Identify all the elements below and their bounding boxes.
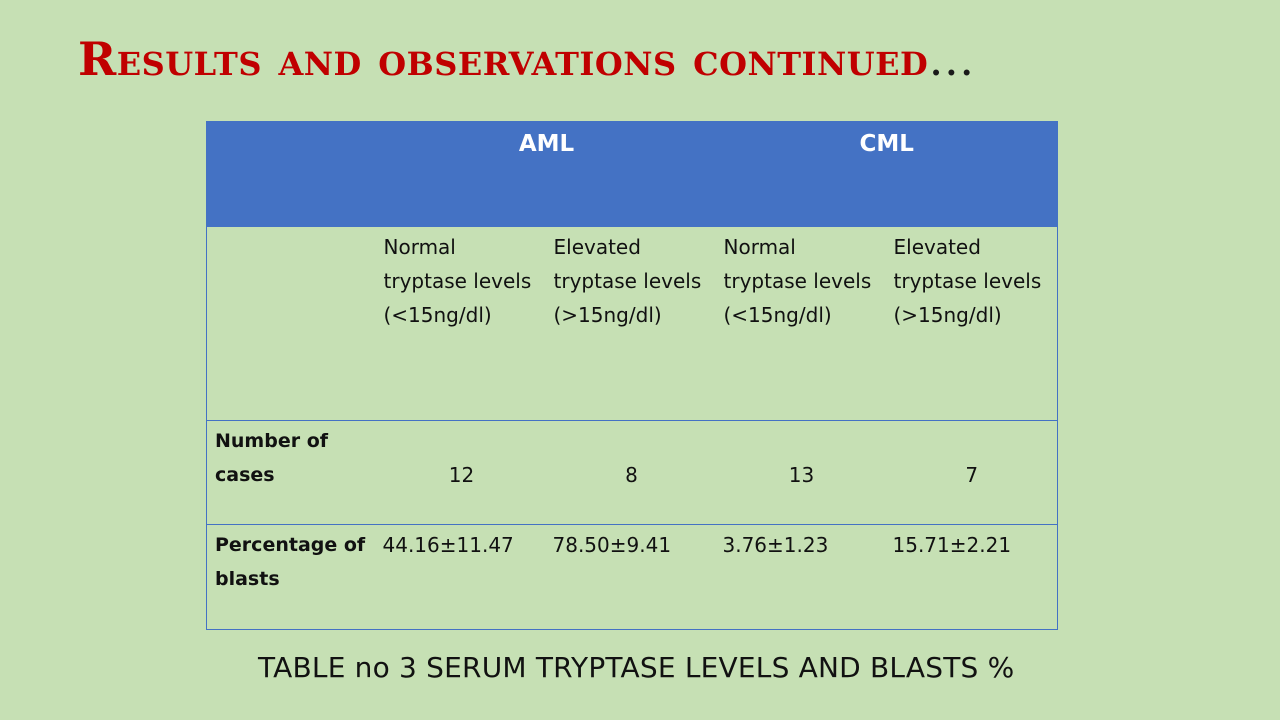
table-header-row: AML CML (206, 121, 1058, 226)
slide-title-ellipsis: … (928, 32, 975, 86)
cell-cases-cml-normal: 13 (716, 419, 887, 524)
header-cml: CML (859, 131, 914, 157)
subheader-corner-cell (206, 225, 377, 420)
tryptase-table: AML CML Normal tryptase levels (<15ng/dl… (206, 121, 1058, 630)
slide-title: Results and observations continued… (78, 28, 1238, 90)
cell-cases-aml-elevated: 8 (546, 419, 717, 524)
cell-blasts-aml-elevated: 78.50±9.41 (546, 523, 717, 629)
subheader-cml-normal: Normal tryptase levels (<15ng/dl) (716, 225, 887, 420)
cell-blasts-cml-elevated: 15.71±2.21 (886, 523, 1058, 629)
slide-title-text: Results and observations continued (78, 32, 929, 86)
table-row: Number of cases 12 8 13 7 (206, 419, 1058, 524)
cell-blasts-aml-normal: 44.16±11.47 (376, 523, 547, 629)
table-caption: TABLE no 3 SERUM TRYPTASE LEVELS AND BLA… (258, 651, 1015, 684)
subheader-aml-elevated: Elevated tryptase levels (>15ng/dl) (546, 225, 717, 420)
row-label-percentage-of-blasts: Percentage of blasts (206, 523, 377, 629)
header-corner-cell (207, 121, 377, 226)
cell-cases-cml-elevated: 7 (886, 419, 1058, 524)
table-row: Percentage of blasts 44.16±11.47 78.50±9… (206, 523, 1058, 629)
row-label-number-of-cases: Number of cases (206, 419, 377, 524)
header-aml: AML (518, 131, 575, 157)
subheader-cml-elevated: Elevated tryptase levels (>15ng/dl) (886, 225, 1058, 420)
cell-blasts-cml-normal: 3.76±1.23 (716, 523, 887, 629)
table-subheader-row: Normal tryptase levels (<15ng/dl) Elevat… (206, 225, 1058, 420)
cell-cases-aml-normal: 12 (376, 419, 547, 524)
subheader-aml-normal: Normal tryptase levels (<15ng/dl) (376, 225, 547, 420)
